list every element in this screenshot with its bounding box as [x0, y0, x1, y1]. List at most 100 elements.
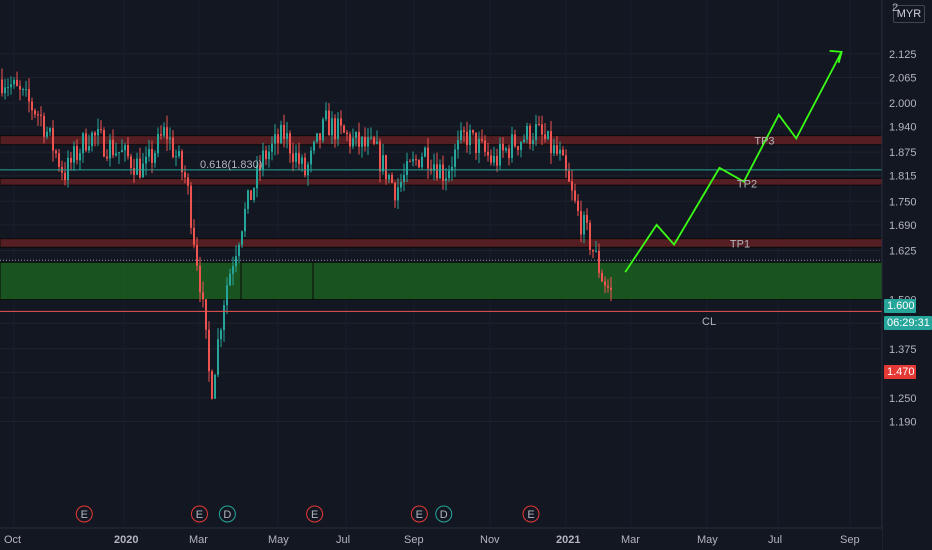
candle-body: [514, 134, 516, 147]
candle-body: [358, 131, 360, 147]
candle-body: [406, 161, 408, 175]
candle-body: [211, 371, 213, 399]
candle-body: [382, 155, 384, 172]
candle-body: [568, 170, 570, 182]
projection-layer: [624, 49, 843, 273]
y-tick-label: 2.000: [889, 98, 917, 110]
candle-body: [154, 153, 156, 163]
candle-body: [115, 153, 117, 156]
projection-arrowhead: [829, 49, 843, 64]
annotation-tp2: TP2: [737, 179, 757, 191]
candle-body: [160, 134, 162, 136]
candle-body: [79, 153, 81, 161]
candle-body: [76, 146, 78, 161]
candle-body: [127, 145, 129, 157]
candle-body: [466, 131, 468, 146]
candle-body: [604, 281, 606, 286]
candle-body: [292, 153, 294, 162]
candle-body: [214, 374, 216, 399]
candle-body: [427, 147, 429, 169]
annotation-cl: CL: [702, 316, 716, 328]
candle-body: [337, 118, 339, 140]
x-tick-label: Sep: [404, 534, 424, 546]
candle-body: [301, 157, 303, 164]
candle-body: [373, 137, 375, 144]
candle-body: [490, 155, 492, 163]
earnings-event-icon[interactable]: E: [190, 505, 208, 523]
candle-body: [451, 166, 453, 171]
candle-body: [394, 182, 396, 201]
candle-body: [511, 134, 513, 159]
currency-label[interactable]: MYR: [893, 5, 925, 23]
candle-body: [454, 149, 456, 167]
candle-body: [379, 141, 381, 172]
candle-body: [91, 132, 93, 147]
svg-text:E: E: [81, 509, 88, 521]
candle-body: [223, 305, 225, 331]
candle-body: [274, 134, 276, 144]
earnings-event-icon[interactable]: E: [75, 505, 93, 523]
time-axis[interactable]: Oct 2020 Mar May Jul Sep Nov 2021 Mar May Jul Sep: [0, 527, 882, 550]
svg-text:E: E: [196, 509, 203, 521]
candle-body: [577, 200, 579, 211]
candle-body: [496, 156, 498, 166]
candle-body: [487, 151, 489, 156]
stop-price-tag: 1.470: [884, 365, 916, 379]
candle-body: [109, 139, 111, 159]
x-tick-label: Mar: [621, 534, 640, 546]
candle-body: [415, 159, 417, 161]
candle-body: [484, 140, 486, 152]
dividend-event-icon[interactable]: D: [218, 505, 236, 523]
candle-body: [565, 155, 567, 171]
candle-body: [124, 145, 126, 151]
earnings-event-icon[interactable]: E: [410, 505, 428, 523]
candle-body: [556, 145, 558, 154]
candle-body: [580, 210, 582, 235]
candle-body: [265, 150, 267, 160]
candle-body: [457, 140, 459, 150]
candle-body: [46, 131, 48, 137]
candle-body: [331, 118, 333, 136]
svg-text:E: E: [416, 509, 423, 521]
candle-body: [361, 136, 363, 147]
candle-body: [196, 244, 198, 266]
candle-body: [298, 152, 300, 164]
candle-body: [190, 185, 192, 228]
candle-body: [163, 127, 165, 136]
candle-body: [100, 129, 102, 131]
candle-body: [25, 89, 27, 91]
y-tick-label: 1.625: [889, 245, 917, 257]
candle-body: [397, 187, 399, 201]
candle-body: [526, 125, 528, 140]
candle-body: [478, 139, 480, 154]
candle-body: [229, 273, 231, 286]
x-tick-label: Sep: [840, 534, 860, 546]
candle-body: [232, 266, 234, 274]
price-axis[interactable]: 2.125 2.065 2.000 1.940 1.875 1.815 1.750 1.690…: [881, 0, 932, 550]
dividend-event-icon[interactable]: D: [435, 505, 453, 523]
candle-body: [34, 110, 36, 115]
candle-body: [481, 139, 483, 141]
earnings-event-icon[interactable]: E: [306, 505, 324, 523]
candle-body: [202, 292, 204, 300]
countdown-tag: 06:29:31: [884, 316, 932, 330]
x-tick-label: May: [697, 534, 718, 546]
candle-body: [559, 149, 561, 154]
candle-body: [589, 222, 591, 250]
earnings-event-icon[interactable]: E: [522, 505, 540, 523]
candle-body: [136, 158, 138, 175]
candle-body: [133, 167, 135, 175]
candle-body: [139, 158, 141, 178]
y-tick-label: 1.250: [889, 393, 917, 405]
candle-body: [505, 148, 507, 151]
zone-TP3-zone: [0, 135, 883, 146]
candle-body: [142, 163, 144, 178]
candle-body: [121, 150, 123, 153]
candles-layer: [1, 68, 612, 400]
candle-body: [352, 138, 354, 147]
candle-body: [247, 190, 249, 209]
candle-body: [445, 178, 447, 181]
candle-body: [421, 156, 423, 168]
